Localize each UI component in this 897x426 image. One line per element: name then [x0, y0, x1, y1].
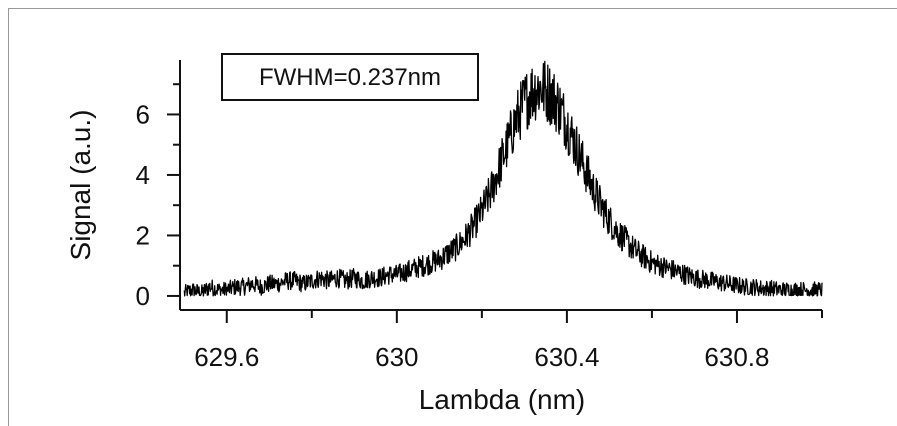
x-axis-label: Lambda (nm): [419, 384, 586, 415]
axes: 629.6 630 630.4 630.8 0 2 4 6: [136, 60, 823, 372]
x-tick-label: 630: [375, 342, 418, 372]
plot-area: [183, 60, 823, 297]
y-axis-label: Signal (a.u.): [65, 110, 96, 261]
annotation-box: FWHM=0.237nm: [221, 53, 479, 101]
x-tick-label: 630.8: [704, 342, 769, 372]
figure-border-left: [8, 8, 9, 426]
figure-border-top: [8, 8, 897, 9]
y-tick-label: 0: [136, 281, 150, 311]
x-tick-label: 629.6: [194, 342, 259, 372]
annotation-border: [221, 53, 479, 101]
y-tick-label: 4: [136, 160, 150, 190]
data-series-line: [183, 60, 823, 297]
y-tick-label: 6: [136, 99, 150, 129]
y-tick-label: 2: [136, 220, 150, 250]
annotation-text: FWHM=0.237nm: [259, 64, 441, 91]
x-tick-label: 630.4: [534, 342, 599, 372]
